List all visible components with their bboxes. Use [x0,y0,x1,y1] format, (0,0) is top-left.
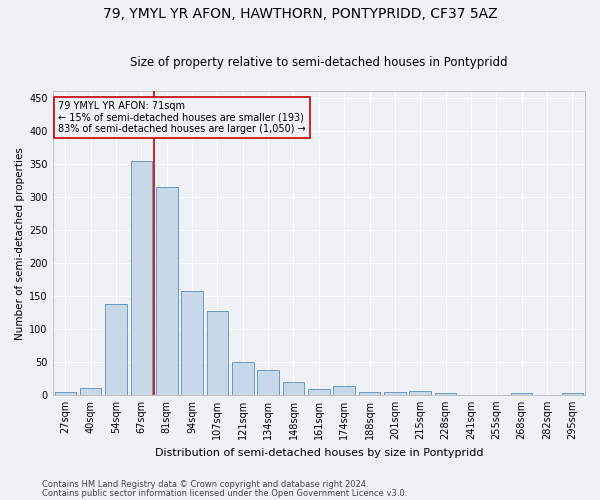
Bar [181,290,203,395]
Bar [334,386,355,395]
Y-axis label: Number of semi-detached properties: Number of semi-detached properties [15,146,25,340]
X-axis label: Distribution of semi-detached houses by size in Pontypridd: Distribution of semi-detached houses by … [155,448,483,458]
Bar [511,393,532,395]
Text: 79, YMYL YR AFON, HAWTHORN, PONTYPRIDD, CF37 5AZ: 79, YMYL YR AFON, HAWTHORN, PONTYPRIDD, … [103,8,497,22]
Bar [105,304,127,395]
Text: Contains HM Land Registry data © Crown copyright and database right 2024.: Contains HM Land Registry data © Crown c… [42,480,368,489]
Title: Size of property relative to semi-detached houses in Pontypridd: Size of property relative to semi-detach… [130,56,508,70]
Bar [131,160,152,395]
Bar [232,362,254,395]
Bar [308,389,329,395]
Bar [156,187,178,395]
Text: Contains public sector information licensed under the Open Government Licence v3: Contains public sector information licen… [42,488,407,498]
Bar [435,394,457,395]
Bar [562,394,583,395]
Bar [409,391,431,395]
Bar [206,311,228,395]
Bar [384,392,406,395]
Bar [55,392,76,395]
Text: 79 YMYL YR AFON: 71sqm
← 15% of semi-detached houses are smaller (193)
83% of se: 79 YMYL YR AFON: 71sqm ← 15% of semi-det… [58,100,306,134]
Bar [80,388,101,395]
Bar [359,392,380,395]
Bar [283,382,304,395]
Bar [257,370,279,395]
